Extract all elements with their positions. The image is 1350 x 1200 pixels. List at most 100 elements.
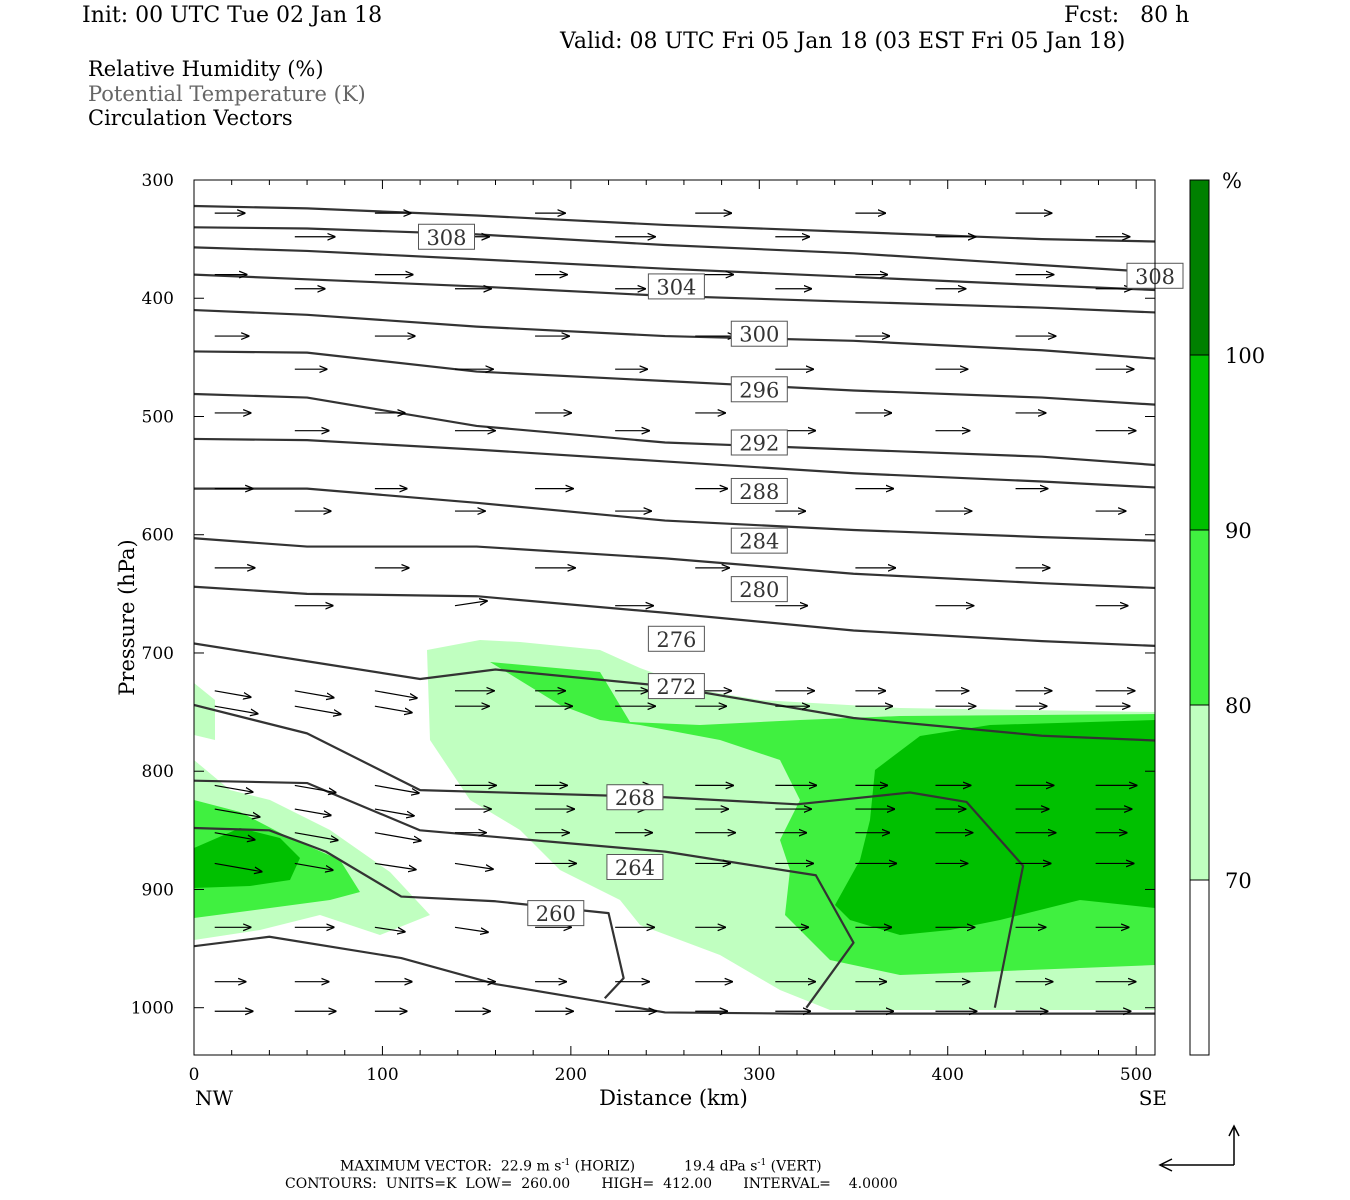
colorbar-segment-90: [1189, 354, 1210, 531]
circulation-vector: [294, 705, 341, 714]
y-tick-label: 400: [142, 289, 174, 309]
svg-text:276: 276: [656, 628, 696, 652]
circulation-vector: [294, 832, 338, 841]
reference-vector-icon: [1158, 1124, 1240, 1172]
svg-text:280: 280: [739, 578, 779, 602]
contour-label-300: 300: [730, 320, 788, 347]
max-vert-value: 19.4 dPa s: [684, 1158, 758, 1175]
isentrope-308: [194, 226, 1155, 274]
contour-label-296: 296: [730, 376, 788, 403]
circulation-vector: [294, 690, 334, 698]
isentrope-280: [194, 537, 1155, 590]
circulation-vector: [374, 690, 417, 698]
contour-label-308: 308: [417, 223, 475, 250]
y-tick-label: 800: [142, 762, 174, 782]
colorbar-label-80: 80: [1225, 694, 1252, 718]
init-time: Init: 00 UTC Tue 02 Jan 18: [82, 3, 383, 28]
circulation-vector: [374, 832, 421, 841]
isentrope-288: [194, 437, 1155, 489]
colorbar-segment-70: [1189, 704, 1210, 881]
svg-text:284: 284: [739, 530, 779, 554]
svg-text:268: 268: [615, 786, 655, 810]
contour-label-276: 276: [647, 625, 705, 652]
colorbar-segment-100: [1189, 179, 1210, 356]
colorbar-label-90: 90: [1225, 519, 1252, 543]
valid-time: Valid: 08 UTC Fri 05 Jan 18 (03 EST Fri …: [560, 29, 1126, 54]
isentrope-308: [194, 246, 1155, 292]
isentrope-292: [194, 392, 1155, 467]
axes: 0 100 200 300 400 500 300 400 500 600 700 800 900 100…: [115, 171, 1167, 1110]
legend-vectors: Circulation Vectors: [88, 106, 293, 130]
isentrope-labels: 3083083043002962922882842802762722682642…: [417, 223, 1184, 927]
isentrope-260: [194, 826, 625, 999]
isentrope-272: [194, 642, 1155, 742]
x-left-label: NW: [195, 1086, 234, 1110]
svg-text:300: 300: [739, 323, 779, 347]
contour-label-304: 304: [647, 273, 705, 300]
contour-label-272: 272: [647, 673, 705, 700]
circulation-vector: [214, 832, 255, 840]
contour-label-260: 260: [527, 900, 585, 927]
colorbar-label-70: 70: [1225, 869, 1252, 893]
horiz-tag: (HORIZ): [574, 1158, 636, 1175]
isentrope-276: [194, 585, 1155, 647]
legend-rh: Relative Humidity (%): [88, 57, 324, 81]
x-tick-label: 100: [366, 1065, 398, 1085]
isentrope-296: [194, 350, 1155, 406]
vert-unit-exponent: -1: [757, 1158, 767, 1168]
svg-text:260: 260: [536, 902, 576, 926]
circulation-vector: [374, 926, 405, 932]
colorbar-segment-bottom: [1189, 879, 1210, 1056]
circulation-vector: [454, 601, 487, 607]
colorbar: % 100 90 80 70: [1189, 169, 1265, 1056]
x-tick-label: 200: [555, 1065, 587, 1085]
circulation-vector: [294, 784, 336, 792]
svg-text:292: 292: [739, 432, 779, 456]
x-tick-label: 500: [1120, 1065, 1152, 1085]
circulation-vector: [214, 690, 251, 697]
max-vector-label: MAXIMUM VECTOR:: [340, 1158, 492, 1175]
isentrope-264: [194, 779, 855, 1009]
svg-text:264: 264: [615, 856, 655, 880]
contour-label-280: 280: [730, 576, 788, 603]
svg-text:304: 304: [656, 275, 696, 299]
svg-text:308: 308: [426, 226, 466, 250]
contours-info: CONTOURS: UNITS=K LOW= 260.00 HIGH= 412.…: [285, 1176, 898, 1192]
x-right-label: SE: [1139, 1086, 1167, 1110]
y-tick-label: 1000: [131, 999, 174, 1019]
circulation-vector: [454, 926, 488, 932]
x-axis-label: Distance (km): [599, 1086, 748, 1110]
circulation-vector: [214, 705, 258, 714]
circulation-vector: [374, 784, 419, 793]
isentrope-284: [194, 487, 1155, 542]
vert-tag: (VERT): [770, 1158, 822, 1175]
circulation-vector: [374, 808, 414, 816]
circulation-vector: [374, 705, 412, 712]
y-tick-label: 600: [142, 526, 174, 546]
contour-label-288: 288: [730, 477, 788, 504]
circulation-vector: [294, 862, 333, 870]
y-axis-label: Pressure (hPa): [115, 539, 139, 695]
svg-text:272: 272: [656, 675, 696, 699]
forecast-hour: Fcst: 80 h: [1064, 3, 1190, 28]
circulation-vector: [214, 784, 253, 792]
rh-shading: [194, 640, 1155, 1010]
y-tick-label: 900: [142, 880, 174, 900]
circulation-vector: [454, 862, 493, 869]
circulation-vector: [214, 862, 262, 871]
horiz-unit-exponent: -1: [561, 1158, 571, 1168]
y-tick-label: 300: [142, 171, 174, 191]
max-vector-line: MAXIMUM VECTOR: 22.9 m s-1 (HORIZ) 19.4 …: [340, 1158, 822, 1175]
isentrope-308: [194, 204, 1155, 243]
circulation-vector: [294, 808, 331, 815]
isentrope-lines: [194, 204, 1155, 1015]
colorbar-label-100: 100: [1225, 344, 1265, 368]
contour-label-284: 284: [730, 527, 788, 554]
y-tick-label: 700: [142, 644, 174, 664]
plot-frame: [193, 179, 1156, 1056]
y-tick-label: 500: [142, 407, 174, 427]
colorbar-unit: %: [1222, 169, 1242, 193]
legend-theta: Potential Temperature (K): [88, 82, 366, 106]
colorbar-segment-80: [1189, 529, 1210, 706]
